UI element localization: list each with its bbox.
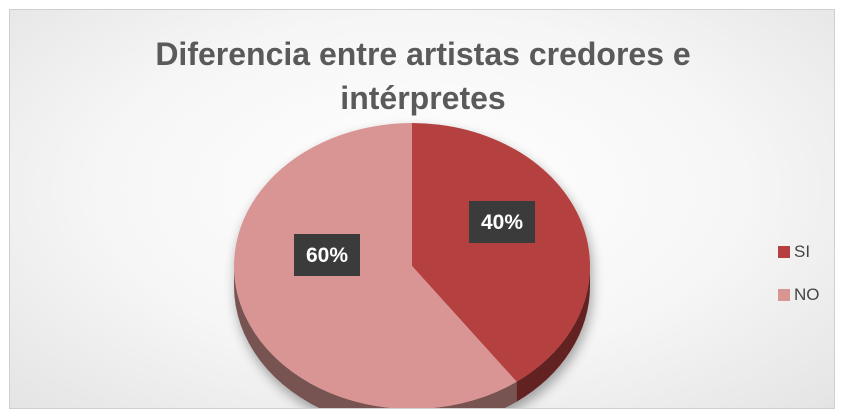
- pie-side-si: [516, 266, 590, 402]
- chart-title-line-2: intérpretes: [340, 80, 506, 116]
- chart-title-line-1: Diferencia entre artistas credores e: [155, 36, 691, 72]
- data-label-text: 40%: [481, 211, 523, 234]
- pie-slice-no[interactable]: [234, 123, 517, 409]
- data-label-box: [294, 234, 360, 276]
- data-label-box: [469, 201, 535, 243]
- chart-area: 40% 60% Diferencia entre artistas credore…: [9, 9, 835, 409]
- data-label-si: 40%: [469, 201, 535, 243]
- legend-label-no: NO: [794, 285, 820, 304]
- legend-swatch-si: [778, 246, 790, 258]
- legend: SI NO: [778, 242, 820, 328]
- pie-chart: 40% 60%: [234, 123, 590, 409]
- pie-slice-si[interactable]: [412, 123, 590, 382]
- chart-title: Diferencia entre artistas credores e int…: [10, 32, 834, 120]
- legend-label-si: SI: [794, 242, 811, 261]
- legend-item-no: NO: [778, 285, 820, 305]
- data-label-no: 60%: [294, 234, 360, 276]
- data-label-text: 60%: [306, 244, 348, 267]
- legend-item-si: SI: [778, 242, 820, 262]
- legend-swatch-no: [778, 289, 790, 301]
